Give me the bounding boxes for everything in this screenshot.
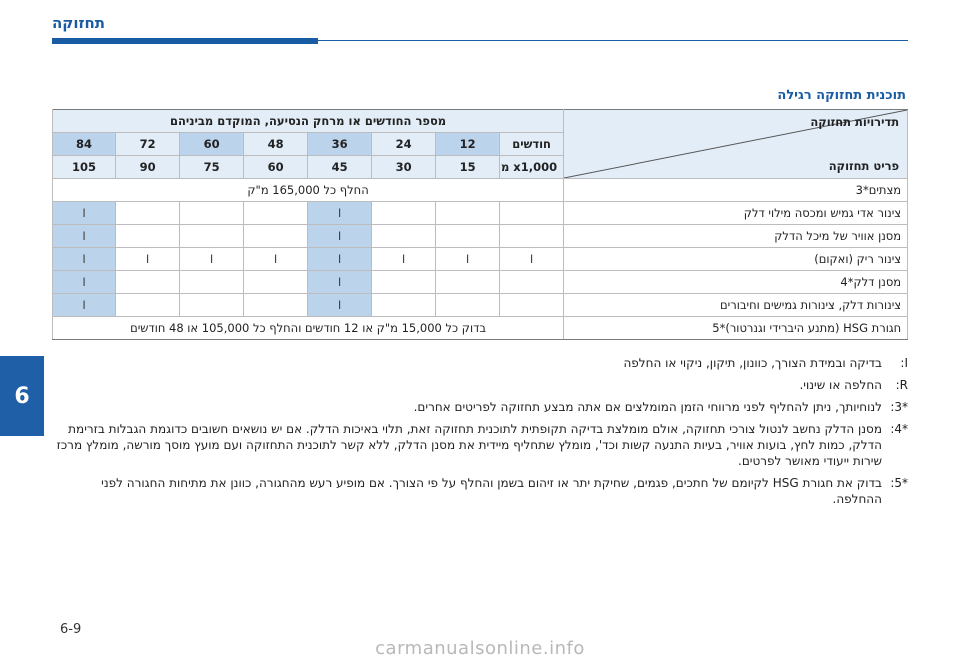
- mark-cell: [115, 201, 181, 225]
- interval-axis-label: תדירויות תחזוקה: [810, 115, 900, 129]
- distance-value: 45: [307, 155, 373, 179]
- mark-cell: I: [243, 247, 309, 271]
- mark-cell: [371, 201, 437, 225]
- header-rule: [52, 40, 908, 41]
- footnote: I: בדיקה ובמידת הצורך, כוונון, תיקון, ני…: [52, 355, 908, 371]
- mark-cell: [243, 270, 309, 294]
- item-label: חגורת HSG (מתנע היברידי וגנרטור)*5: [563, 316, 909, 340]
- footnote-text: בדוק את חגורת HSG לקיומם של חתכים, פגמים…: [101, 476, 882, 506]
- item-label: מסנן אוויר של מיכל הדלק: [563, 224, 909, 248]
- month-value: 36: [307, 132, 373, 156]
- mark-cell: [499, 201, 565, 225]
- month-value: 24: [371, 132, 437, 156]
- distance-label: x1,000 מ"ק: [499, 155, 565, 179]
- mark-cell: [179, 270, 245, 294]
- page-number: 6-9: [60, 622, 82, 637]
- maintenance-schedule-table: תדירויות תחזוקה פריט תחזוקה מספר החודשים…: [51, 109, 909, 340]
- mark-cell: [243, 201, 309, 225]
- diagonal-line: [564, 110, 907, 178]
- mark-cell: I: [51, 270, 117, 294]
- footnote-label: *4:: [890, 422, 908, 436]
- mark-cell: I: [51, 247, 117, 271]
- mark-cell: I: [371, 247, 437, 271]
- mark-cell: I: [307, 224, 373, 248]
- mark-cell: [371, 293, 437, 317]
- mark-cell: [371, 224, 437, 248]
- footnote-text: מסנן הדלק נחשב לנטול צורכי תחזוקה, אולם …: [56, 422, 882, 468]
- item-label: מסנן דלק*4: [563, 270, 909, 294]
- mark-cell: I: [307, 247, 373, 271]
- month-value: 84: [51, 132, 117, 156]
- mark-cell: [435, 201, 501, 225]
- mark-cell: [115, 270, 181, 294]
- interval-header: מספר החודשים או מרחק הנסיעה, המוקדם מבינ…: [51, 109, 565, 133]
- header-accent-bar: [52, 38, 318, 44]
- item-label: מצתים*3: [563, 178, 909, 202]
- footnote: *5: בדוק את חגורת HSG לקיומם של חתכים, פ…: [52, 475, 908, 507]
- mark-cell: [435, 224, 501, 248]
- mark-cell: [243, 293, 309, 317]
- footnote-text: בדיקה ובמידת הצורך, כוונון, תיקון, ניקוי…: [623, 356, 882, 370]
- table-row: צינור ריק (ואקום) I I I I I I I I: [51, 247, 909, 271]
- mark-cell: [499, 270, 565, 294]
- footnote: *4: מסנן הדלק נחשב לנטול צורכי תחזוקה, א…: [52, 421, 908, 469]
- mark-cell: [179, 293, 245, 317]
- footnote-label: *3:: [890, 400, 908, 414]
- footnote: *3: לנוחיותך, ניתן להחליף לפני מרווחי הז…: [52, 399, 908, 415]
- mark-cell: I: [51, 293, 117, 317]
- mark-cell: [499, 224, 565, 248]
- diagonal-header-cell: תדירויות תחזוקה פריט תחזוקה: [563, 109, 909, 179]
- distance-value: 30: [371, 155, 437, 179]
- mark-cell: I: [499, 247, 565, 271]
- months-label: חודשים: [499, 132, 565, 156]
- mark-cell: I: [435, 247, 501, 271]
- distance-value: 60: [243, 155, 309, 179]
- table-row: צינור אדי גמיש ומכסה מילוי דלק I I: [51, 201, 909, 225]
- mark-cell: I: [307, 201, 373, 225]
- footnote-label: I:: [900, 356, 908, 370]
- item-axis-label: פריט תחזוקה: [828, 159, 900, 173]
- mark-cell: [179, 201, 245, 225]
- watermark: carmanualsonline.info: [375, 638, 585, 659]
- mark-cell: [371, 270, 437, 294]
- distance-value: 75: [179, 155, 245, 179]
- table-row: מסנן דלק*4 I I: [51, 270, 909, 294]
- table-row: מסנן אוויר של מיכל הדלק I I: [51, 224, 909, 248]
- footnote-label: *5:: [890, 476, 908, 490]
- distance-value: 15: [435, 155, 501, 179]
- mark-cell: I: [51, 201, 117, 225]
- section-title: תוכנית תחזוקה רגילה: [777, 88, 906, 103]
- chapter-tab: 6: [0, 356, 44, 436]
- table-row: צינורות דלק, צינורות גמישים וחיבורים I I: [51, 293, 909, 317]
- item-label: צינור אדי גמיש ומכסה מילוי דלק: [563, 201, 909, 225]
- footnote-text: לנוחיותך, ניתן להחליף לפני מרווחי הזמן ה…: [413, 400, 882, 414]
- month-value: 72: [115, 132, 181, 156]
- span-instruction: בדוק כל 15,000 מ"ק או 12 חודשים והחלף כל…: [51, 316, 565, 340]
- mark-cell: [499, 293, 565, 317]
- month-value: 48: [243, 132, 309, 156]
- item-label: צינור ריק (ואקום): [563, 247, 909, 271]
- month-value: 12: [435, 132, 501, 156]
- mark-cell: I: [115, 247, 181, 271]
- footnote-label: R:: [895, 378, 908, 392]
- mark-cell: I: [51, 224, 117, 248]
- month-value: 60: [179, 132, 245, 156]
- mark-cell: I: [179, 247, 245, 271]
- mark-cell: [435, 270, 501, 294]
- mark-cell: I: [307, 293, 373, 317]
- mark-cell: I: [307, 270, 373, 294]
- mark-cell: [179, 224, 245, 248]
- span-instruction: החלף כל 165,000 מ"ק: [51, 178, 565, 202]
- item-label: צינורות דלק, צינורות גמישים וחיבורים: [563, 293, 909, 317]
- mark-cell: [243, 224, 309, 248]
- page-header-title: תחזוקה: [52, 14, 106, 32]
- mark-cell: [115, 293, 181, 317]
- distance-value: 90: [115, 155, 181, 179]
- footnote-text: החלפה או שינוי.: [799, 378, 882, 392]
- footnotes: I: בדיקה ובמידת הצורך, כוונון, תיקון, ני…: [52, 355, 908, 513]
- mark-cell: [435, 293, 501, 317]
- footnote: R: החלפה או שינוי.: [52, 377, 908, 393]
- distance-value: 105: [51, 155, 117, 179]
- mark-cell: [115, 224, 181, 248]
